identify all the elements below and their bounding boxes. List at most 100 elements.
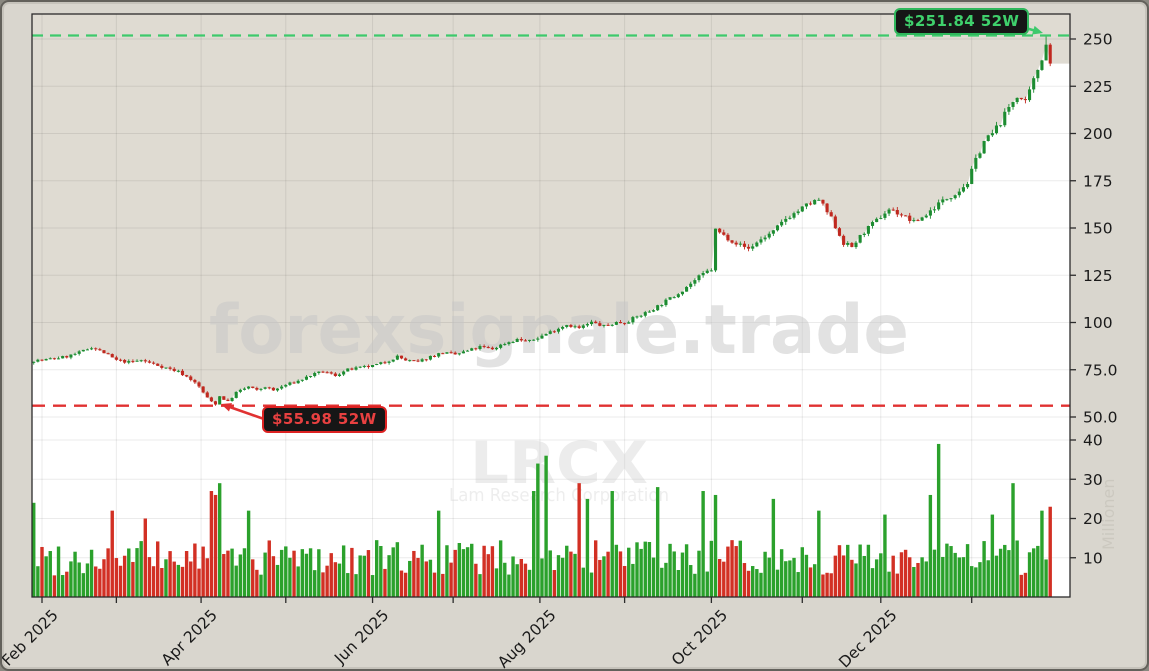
candle-body xyxy=(333,373,337,377)
volume-bar xyxy=(825,572,829,597)
candle-body xyxy=(990,133,994,136)
candle-body xyxy=(313,373,317,377)
candle-body xyxy=(226,399,230,402)
candle-body xyxy=(354,367,358,370)
price-tick-label: 250 xyxy=(1083,31,1113,49)
candle-body xyxy=(511,341,515,343)
candle-body xyxy=(561,326,565,329)
candle-body xyxy=(98,349,102,351)
volume-bar xyxy=(449,562,453,597)
candle-body xyxy=(693,280,697,284)
month-tick-label: Jun 2025 xyxy=(330,606,392,668)
candle-body xyxy=(441,353,445,355)
candle-body xyxy=(317,371,321,374)
volume-series xyxy=(32,443,1052,598)
volume-bar xyxy=(941,556,945,597)
volume-bar xyxy=(374,540,379,597)
candle-body xyxy=(346,368,350,372)
candle-body xyxy=(875,218,879,223)
candle-body xyxy=(102,350,106,354)
volume-bar xyxy=(65,571,69,597)
volume-bar xyxy=(717,559,722,597)
volume-tick-label: 30 xyxy=(1083,471,1103,489)
volume-bar xyxy=(445,545,449,597)
annotation-arrowhead xyxy=(1032,25,1043,35)
volume-bar xyxy=(631,563,635,597)
candle-body xyxy=(627,322,631,324)
candle-body xyxy=(230,397,234,402)
volume-bar xyxy=(821,574,825,597)
volume-bar xyxy=(122,555,127,597)
volume-bar xyxy=(953,552,957,597)
volume-bar xyxy=(796,572,800,597)
volume-bar xyxy=(899,552,904,597)
volume-bar xyxy=(676,570,681,597)
axes-frame-layer xyxy=(31,13,1071,598)
candle-body xyxy=(503,344,507,346)
volume-bar xyxy=(970,566,974,597)
volume-bar xyxy=(887,571,891,597)
candle-body xyxy=(391,359,395,362)
volume-bar xyxy=(660,567,664,597)
price-tick-label: 125 xyxy=(1083,267,1113,285)
candle-body xyxy=(135,360,139,362)
candle-body xyxy=(999,125,1003,127)
candle-body xyxy=(763,237,767,240)
volume-bar xyxy=(536,463,540,597)
volume-bar xyxy=(296,566,300,597)
candle-body xyxy=(259,388,263,390)
volume-bar xyxy=(271,556,276,597)
volume-bar xyxy=(788,560,792,597)
volume-bar xyxy=(606,551,610,597)
candle-body xyxy=(164,367,168,369)
candle-body xyxy=(1011,102,1015,107)
volume-bar xyxy=(515,564,519,597)
candle-body xyxy=(329,372,333,374)
volume-axis-unit-label: Millionen xyxy=(1099,479,1118,551)
candle-body xyxy=(90,348,94,350)
volume-bar xyxy=(300,549,305,597)
volume-bar xyxy=(255,569,259,597)
candle-body xyxy=(705,270,709,274)
volume-bar xyxy=(928,494,933,597)
area-above-price xyxy=(32,14,1070,405)
candle-body xyxy=(110,354,114,358)
volume-bar xyxy=(804,554,809,597)
candle-body xyxy=(528,339,532,341)
volume-bar xyxy=(643,541,647,597)
volume-bar xyxy=(408,560,412,597)
annotation-arrow xyxy=(227,405,265,421)
volume-bar xyxy=(209,491,214,597)
candle-body xyxy=(817,199,821,201)
candle-body xyxy=(792,213,796,218)
candle-body xyxy=(1023,99,1027,101)
volume-bar xyxy=(614,544,619,597)
volume-bar xyxy=(184,551,189,597)
candle-body xyxy=(478,346,482,349)
volume-bar xyxy=(693,573,697,597)
watermark-symbol: LRCX xyxy=(470,429,648,497)
volume-bar xyxy=(610,491,614,597)
candle-body xyxy=(755,242,759,247)
candle-body xyxy=(883,213,887,218)
candle-body xyxy=(395,355,399,360)
plot-frame xyxy=(31,13,1071,598)
volume-bar xyxy=(1036,545,1040,597)
candle-body xyxy=(61,356,65,359)
volume-bar xyxy=(974,567,978,597)
volume-bar xyxy=(763,551,767,597)
volume-bar xyxy=(69,561,73,597)
volume-bar xyxy=(602,556,606,597)
volume-bar xyxy=(453,549,457,597)
candle-body xyxy=(809,203,813,205)
candle-body xyxy=(618,322,623,324)
volume-bar xyxy=(511,556,515,597)
candle-body xyxy=(48,358,52,360)
candle-body xyxy=(726,234,730,241)
candle-body xyxy=(213,401,218,405)
candle-body xyxy=(932,209,937,211)
candle-body xyxy=(639,315,643,317)
volume-bar xyxy=(337,563,342,597)
